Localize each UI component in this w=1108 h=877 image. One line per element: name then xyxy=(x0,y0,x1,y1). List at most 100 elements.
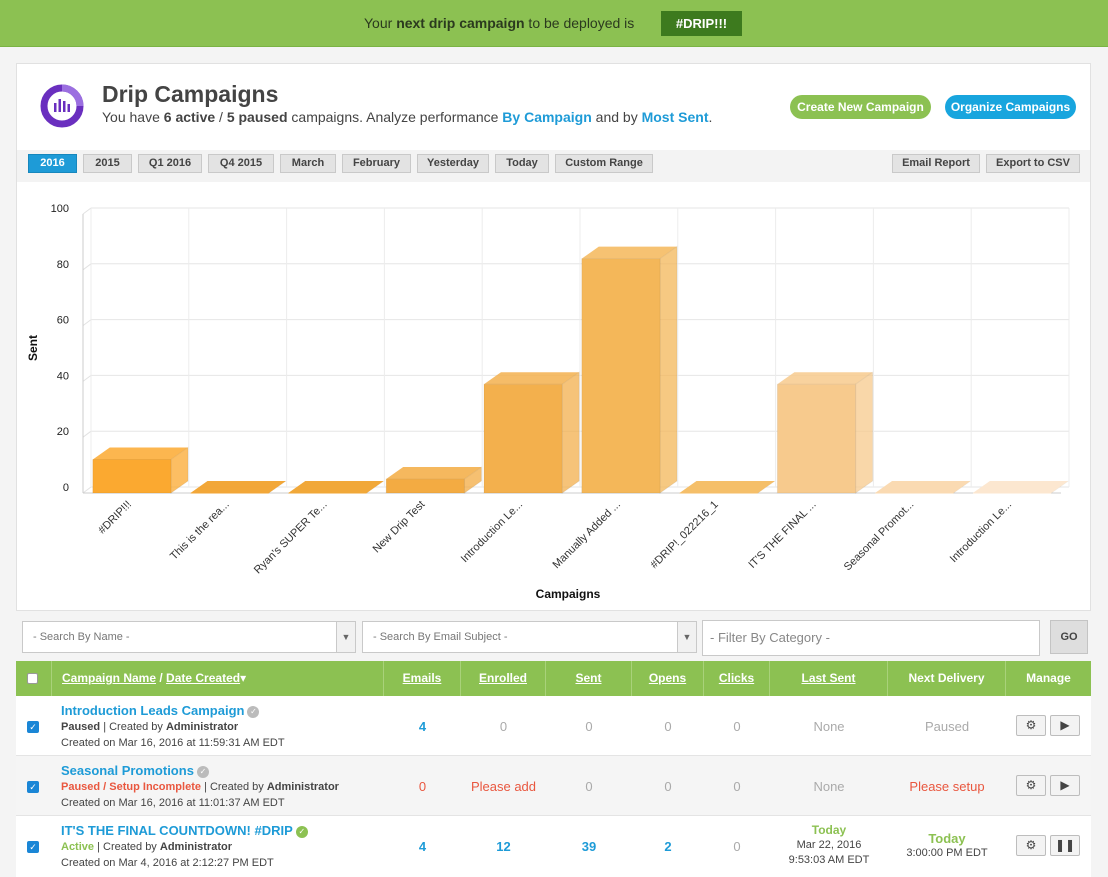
campaign-name-link[interactable]: Introduction Leads Campaign ✓ xyxy=(61,703,260,718)
campaigns-panel: Drip Campaigns You have 6 active / 5 pau… xyxy=(16,63,1091,611)
y-tick-label: 20 xyxy=(57,426,69,438)
campaign-name-link[interactable]: Seasonal Promotions ✓ xyxy=(61,763,209,778)
x-tick-label: #DRIP!_022216_1 xyxy=(648,499,720,571)
sent-bar-chart: 0 20 40 60 80 100 #DRIP!!! This is the rea... Ry… xyxy=(26,203,1070,601)
bar[interactable] xyxy=(92,446,189,494)
bar[interactable] xyxy=(190,480,287,494)
bar[interactable] xyxy=(776,371,874,494)
play-button[interactable]: ▶ xyxy=(1050,775,1080,796)
grid-line xyxy=(82,319,92,327)
x-tick-label: #DRIP!!! xyxy=(96,499,134,537)
bar[interactable] xyxy=(875,480,971,494)
x-tick-label: This is the rea... xyxy=(168,499,232,563)
banner-message: Your next drip campaign to be deployed i… xyxy=(364,15,635,31)
page-subtitle: You have 6 active / 5 paused campaigns. … xyxy=(102,109,713,125)
row-checkbox[interactable]: ✓ xyxy=(27,781,39,793)
bar[interactable] xyxy=(972,480,1069,494)
select-all-checkbox[interactable] xyxy=(27,673,38,684)
export-csv-button[interactable]: Export to CSV xyxy=(986,154,1080,173)
range-2015[interactable]: 2015 xyxy=(83,154,132,173)
campaign-created: Created on Mar 4, 2016 at 2:12:27 PM EDT xyxy=(61,857,274,869)
y-tick-label: 0 xyxy=(63,482,69,494)
table-header: Campaign Name / Date Created▾ Emails Enr… xyxy=(16,661,1091,696)
x-tick-label: New Drip Test xyxy=(371,499,428,556)
x-tick-label: Seasonal Promot... xyxy=(842,499,917,574)
settings-button[interactable]: ⚙ xyxy=(1016,835,1046,856)
x-tick-label: Introduction Le... xyxy=(459,499,525,565)
create-campaign-button[interactable]: Create New Campaign xyxy=(790,95,931,119)
header-next-delivery: Next Delivery xyxy=(888,661,1006,696)
next-campaign-tag[interactable]: #DRIP!!! xyxy=(661,11,742,36)
clicks-count: 0 xyxy=(733,839,741,854)
range-q4-2015[interactable]: Q4 2015 xyxy=(208,154,274,173)
opens-count: 0 xyxy=(664,719,672,734)
sent-count[interactable]: 39 xyxy=(581,839,597,854)
go-button[interactable]: GO xyxy=(1050,620,1088,654)
bar[interactable] xyxy=(581,245,678,494)
settings-button[interactable]: ⚙ xyxy=(1016,715,1046,736)
range-february[interactable]: February xyxy=(342,154,411,173)
y-tick-label: 40 xyxy=(57,370,69,382)
table-row[interactable]: ✓ Introduction Leads Campaign ✓ Paused | … xyxy=(16,696,1091,756)
enrolled-count: 0 xyxy=(499,719,508,734)
bar[interactable] xyxy=(385,466,482,494)
grid-line xyxy=(82,374,92,382)
range-today[interactable]: Today xyxy=(495,154,549,173)
check-icon: ✓ xyxy=(295,825,308,838)
range-2016[interactable]: 2016 xyxy=(28,154,77,173)
last-sent: None xyxy=(813,779,845,794)
header-campaign-name[interactable]: Campaign Name / Date Created▾ xyxy=(51,661,384,696)
bar[interactable] xyxy=(288,480,384,494)
most-sent-link[interactable]: Most Sent xyxy=(641,109,709,125)
page-title: Drip Campaigns xyxy=(102,81,279,107)
table-row[interactable]: ✓ Seasonal Promotions ✓ Paused / Setup In… xyxy=(16,756,1091,816)
header-last-sent[interactable]: Last Sent xyxy=(770,661,888,696)
campaign-meta: Paused | Created by Administrator xyxy=(61,721,239,733)
range-custom[interactable]: Custom Range xyxy=(555,154,653,173)
date-range-toolbar: 2016 2015 Q1 2016 Q4 2015 March February… xyxy=(17,150,1090,182)
range-q1-2016[interactable]: Q1 2016 xyxy=(138,154,202,173)
y-axis-title: Sent xyxy=(26,335,40,361)
bar[interactable] xyxy=(483,371,580,494)
search-by-name-select[interactable]: - Search By Name - ▼ xyxy=(22,621,356,653)
pause-button[interactable]: ❚❚ xyxy=(1050,835,1080,856)
row-checkbox[interactable]: ✓ xyxy=(27,721,39,733)
play-button[interactable]: ▶ xyxy=(1050,715,1080,736)
emails-count[interactable]: 4 xyxy=(418,719,427,734)
grid-line xyxy=(82,486,92,494)
opens-count[interactable]: 2 xyxy=(664,839,672,854)
row-checkbox[interactable]: ✓ xyxy=(27,841,39,853)
range-march[interactable]: March xyxy=(280,154,336,173)
check-icon: ✓ xyxy=(247,705,260,718)
header-clicks[interactable]: Clicks xyxy=(704,661,770,696)
search-by-subject-select[interactable]: - Search By Email Subject - ▼ xyxy=(362,621,697,653)
organize-campaigns-button[interactable]: Organize Campaigns xyxy=(945,95,1076,119)
sort-date-link[interactable]: Date Created xyxy=(166,671,241,685)
campaign-created: Created on Mar 16, 2016 at 11:01:37 AM E… xyxy=(61,797,285,809)
play-icon: ▶ xyxy=(1060,778,1070,792)
enrolled-count[interactable]: 12 xyxy=(496,839,511,854)
emails-count[interactable]: 4 xyxy=(418,839,427,854)
filter-category-input[interactable]: - Filter By Category - xyxy=(702,620,1040,656)
header-sent[interactable]: Sent xyxy=(546,661,632,696)
table-row[interactable]: ✓ IT'S THE FINAL COUNTDOWN! #DRIP ✓ Activ… xyxy=(16,816,1091,877)
last-sent: Today Mar 22, 2016 9:53:03 AM EDT xyxy=(788,823,870,866)
enrolled-count[interactable]: Please add xyxy=(470,779,537,794)
settings-button[interactable]: ⚙ xyxy=(1016,775,1046,796)
range-yesterday[interactable]: Yesterday xyxy=(417,154,489,173)
campaign-name-link[interactable]: IT'S THE FINAL COUNTDOWN! #DRIP ✓ xyxy=(61,823,308,838)
header-enrolled[interactable]: Enrolled xyxy=(461,661,546,696)
header-opens[interactable]: Opens xyxy=(632,661,704,696)
header-emails[interactable]: Emails xyxy=(384,661,461,696)
opens-count: 0 xyxy=(664,779,672,794)
sort-name-link[interactable]: Campaign Name xyxy=(62,671,157,685)
campaign-meta: Active | Created by Administrator xyxy=(61,841,232,853)
grid-line xyxy=(82,207,92,215)
gear-icon: ⚙ xyxy=(1025,718,1037,732)
grid-line xyxy=(82,430,92,438)
emails-count[interactable]: 0 xyxy=(418,779,427,794)
bar[interactable] xyxy=(679,480,776,494)
next-delivery[interactable]: Please setup xyxy=(909,779,985,794)
by-campaign-link[interactable]: By Campaign xyxy=(502,109,592,125)
email-report-button[interactable]: Email Report xyxy=(892,154,980,173)
